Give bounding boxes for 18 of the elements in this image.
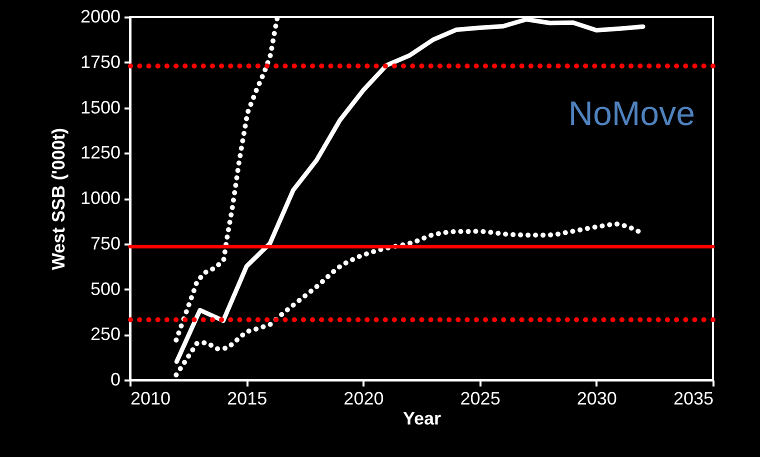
y-tick-label: 1250 — [80, 142, 120, 163]
y-tick-label: 2000 — [80, 6, 120, 26]
x-tick-label: 2020 — [344, 388, 384, 408]
y-tick-label: 250 — [90, 324, 120, 344]
y-tick-label: 1000 — [80, 188, 120, 208]
x-tick-label: 2030 — [576, 388, 617, 408]
y-tick-label: 500 — [90, 278, 120, 299]
y-tick-label: 750 — [90, 233, 120, 254]
y-tick-label: 0 — [110, 370, 120, 390]
x-tick-label: 2035 — [673, 388, 714, 408]
y-axis-title: West SSB ('000t) — [48, 128, 68, 270]
annotation: NoMove — [568, 95, 695, 133]
y-tick-label: 1500 — [80, 97, 120, 118]
y-tick-label: 1750 — [80, 52, 120, 72]
x-axis-title: Year — [402, 408, 442, 428]
x-tick-label: 2010 — [130, 388, 171, 408]
x-tick-label: 2025 — [460, 388, 500, 408]
x-tick-label: 2015 — [227, 388, 268, 408]
